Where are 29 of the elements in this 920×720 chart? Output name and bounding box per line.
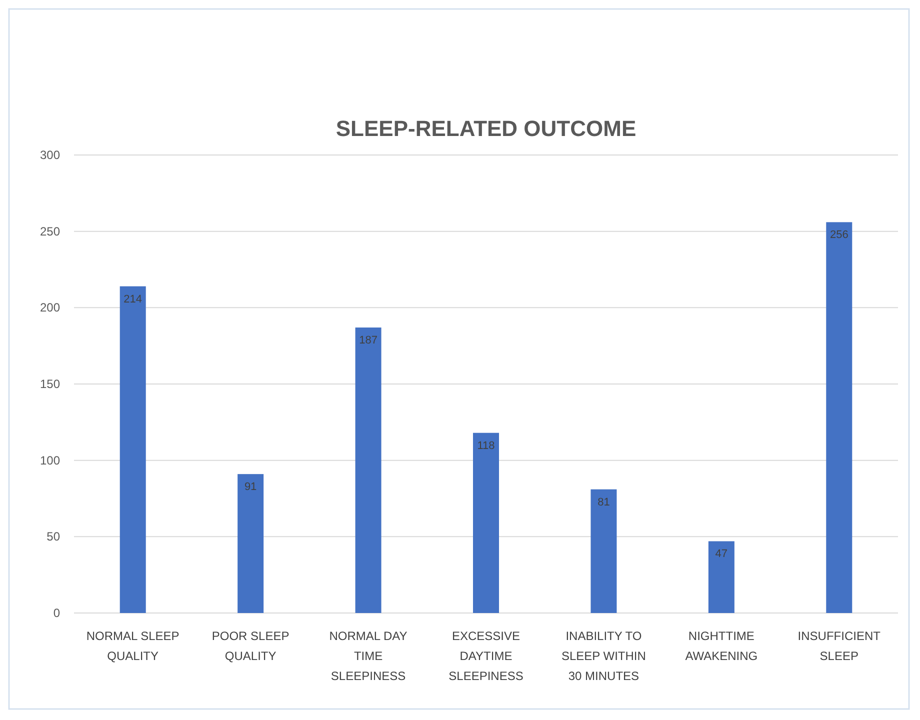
y-tick-label: 200 xyxy=(40,300,60,315)
x-tick-label: NIGHTTIME AWAKENING xyxy=(685,629,758,663)
x-tick-label: INABILITY TO SLEEP WITHIN 30 MINUTES xyxy=(561,629,646,683)
data-label: 214 xyxy=(124,293,142,306)
bar xyxy=(473,432,499,613)
data-label: 47 xyxy=(715,548,728,560)
bar xyxy=(120,286,146,613)
x-tick-label: EXCESSIVE DAYTIME SLEEPINESS xyxy=(448,629,524,683)
y-tick-label: 300 xyxy=(40,148,60,162)
bar xyxy=(708,541,734,613)
y-tick-label: 250 xyxy=(40,224,60,238)
chart-title: SLEEP-RELATED OUTCOME xyxy=(336,116,636,141)
x-tick-label: NORMAL DAY TIME SLEEPINESS xyxy=(329,629,408,683)
x-tick-label: POOR SLEEP QUALITY xyxy=(212,629,290,663)
data-label: 118 xyxy=(477,440,495,452)
data-label: 256 xyxy=(830,229,848,242)
data-label: 81 xyxy=(598,496,610,508)
y-tick-label: 100 xyxy=(40,453,60,468)
bar xyxy=(238,474,264,613)
y-tick-label: 50 xyxy=(46,530,60,544)
y-tick-label: 150 xyxy=(40,377,60,391)
x-tick-label: NORMAL SLEEP QUALITY xyxy=(86,629,180,663)
x-tick-label: INSUFFICIENT SLEEP xyxy=(798,629,882,663)
data-label: 91 xyxy=(244,481,257,494)
bar xyxy=(590,489,617,613)
bar xyxy=(355,328,382,613)
bar xyxy=(826,222,852,613)
y-tick-label: 0 xyxy=(53,606,60,620)
data-label: 187 xyxy=(359,334,378,347)
